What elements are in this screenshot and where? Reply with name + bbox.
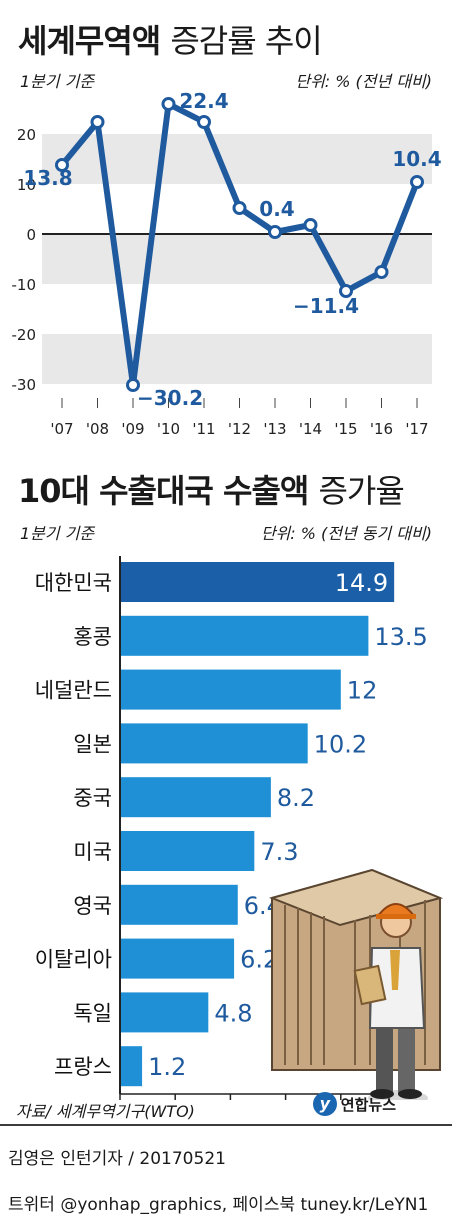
source-note: 자료/ 세계무역기구(WTO) xyxy=(16,1102,195,1121)
x-tick-label: '12 xyxy=(228,420,251,438)
x-tick-label: '16 xyxy=(370,420,393,438)
value-label: 7.3 xyxy=(260,838,298,866)
data-label: −11.4 xyxy=(293,294,359,318)
data-label: 0.4 xyxy=(259,197,294,221)
data-label: 22.4 xyxy=(179,89,228,113)
bar-chart-unit: 단위: % (전년 동기 대비) xyxy=(260,524,432,543)
bar xyxy=(120,723,308,764)
data-label: 10.4 xyxy=(392,147,441,171)
bar xyxy=(120,669,341,710)
data-point xyxy=(90,115,105,129)
yonhap-logo-icon: y xyxy=(312,1092,337,1116)
bar-chart-basis: 1분기 기준 xyxy=(20,524,95,543)
line-chart-title: 세계무역액 증감률 추이 xyxy=(18,22,323,60)
value-label: 4.8 xyxy=(214,999,252,1027)
x-tick-label: '11 xyxy=(192,420,215,438)
category-label: 이탈리아 xyxy=(35,948,112,972)
data-label: 13.8 xyxy=(23,166,72,190)
bar xyxy=(120,884,238,925)
data-label: −30.2 xyxy=(137,386,203,410)
x-tick-label: '10 xyxy=(157,420,180,438)
data-point xyxy=(303,218,318,232)
value-label: 10.2 xyxy=(314,730,367,758)
category-label: 중국 xyxy=(73,786,112,810)
bar xyxy=(120,992,209,1033)
x-tick-label: '08 xyxy=(86,420,109,438)
value-label: 14.9 xyxy=(335,569,388,597)
data-point xyxy=(197,115,211,129)
category-label: 미국 xyxy=(73,840,112,864)
bar xyxy=(120,562,395,602)
category-label: 독일 xyxy=(73,1001,112,1025)
data-point xyxy=(410,175,424,189)
data-point xyxy=(339,284,353,298)
bar xyxy=(120,938,235,979)
footer-divider xyxy=(0,1124,452,1126)
author-credit: 김영은 인턴기자 / 20170521 xyxy=(8,1149,226,1169)
data-point xyxy=(268,225,282,239)
line-chart-unit: 단위: % (전년 대비) xyxy=(295,72,432,91)
bar xyxy=(120,615,369,656)
x-tick-label: '14 xyxy=(299,420,322,438)
y-tick-label: -10 xyxy=(12,276,37,294)
y-tick-label: 0 xyxy=(26,226,36,244)
worker-container-illustration xyxy=(268,868,444,1100)
y-tick-label: -30 xyxy=(12,376,37,394)
x-tick-label: '17 xyxy=(405,420,428,438)
category-label: 네덜란드 xyxy=(35,679,112,703)
bar xyxy=(120,831,255,871)
data-point xyxy=(374,265,389,279)
x-tick-label: '09 xyxy=(121,420,144,438)
x-tick-label: '07 xyxy=(50,420,73,438)
value-label: 1.2 xyxy=(148,1053,186,1081)
grid-band-1 xyxy=(42,234,432,284)
x-tick-label: '15 xyxy=(334,420,357,438)
y-tick-label: -20 xyxy=(12,326,37,344)
y-tick-label: 20 xyxy=(17,126,36,144)
y-tick-label: 10 xyxy=(17,176,36,194)
category-label: 영국 xyxy=(73,894,112,918)
category-label: 일본 xyxy=(73,732,112,756)
category-label: 프랑스 xyxy=(54,1055,112,1079)
yonhap-logo-text: 연합뉴스 xyxy=(340,1095,396,1114)
data-point xyxy=(232,201,247,215)
data-point xyxy=(161,97,176,111)
value-label: 12 xyxy=(347,677,378,705)
bar xyxy=(120,1046,143,1087)
data-point xyxy=(126,378,140,392)
data-point xyxy=(55,158,69,172)
category-label: 홍콩 xyxy=(73,625,112,649)
grid-band-2 xyxy=(42,334,432,384)
value-label: 8.2 xyxy=(277,784,315,812)
social-credit: 트위터 @yonhap_graphics, 페이스북 tuney.kr/LeYN… xyxy=(8,1195,429,1215)
value-label: 13.5 xyxy=(374,623,427,651)
line-chart-basis: 1분기 기준 xyxy=(20,72,95,91)
bar xyxy=(120,777,271,818)
line-chart: 20 10 0 -10 -20 -30 '07 '08 '09 '10 '11 '12 '13 '14 '1… xyxy=(12,89,442,438)
x-tick-label: '13 xyxy=(263,420,286,438)
yonhap-logo: y 연합뉴스 xyxy=(312,1092,396,1116)
category-label: 대한민국 xyxy=(35,571,112,595)
bar-chart-title: 10대 수출대국 수출액 증가율 xyxy=(18,472,405,510)
